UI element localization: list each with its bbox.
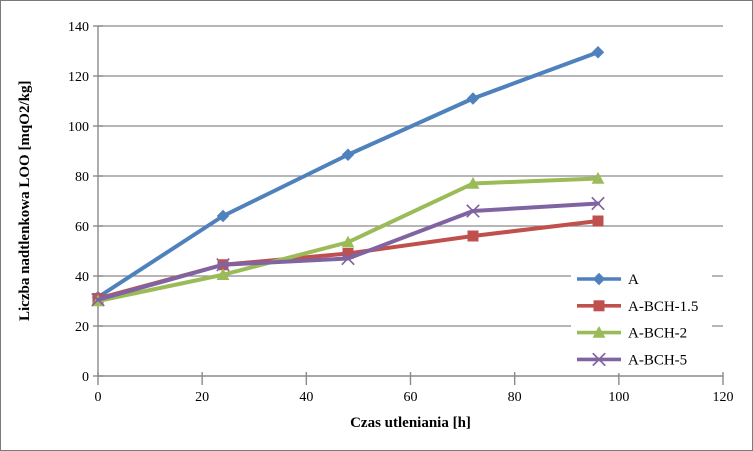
legend-label: A (628, 272, 639, 288)
data-point-marker (591, 46, 605, 59)
data-point-marker (466, 176, 480, 189)
x-tick-label: 80 (508, 390, 522, 405)
data-point-marker (216, 268, 230, 280)
legend-marker-square (593, 300, 605, 312)
x-tick-label: 0 (95, 390, 102, 405)
legend-label: A-BCH-5 (628, 352, 687, 368)
x-tick-label: 40 (299, 390, 313, 405)
x-tick-label: 20 (195, 390, 209, 405)
x-axis-title: Czas utleniania [h] (350, 415, 471, 431)
data-point-marker (466, 204, 480, 218)
y-tick-label: 60 (75, 220, 89, 235)
data-point-marker (592, 215, 604, 227)
y-tick-label: 100 (68, 120, 89, 135)
data-point-marker (591, 171, 605, 184)
data-point-marker (341, 251, 355, 266)
y-tick-label: 20 (75, 320, 89, 335)
y-tick-label: 80 (75, 170, 89, 185)
x-tick-label: 100 (608, 390, 629, 405)
data-point-marker (342, 248, 354, 259)
legend-marker-diamond (592, 272, 606, 286)
data-point-marker (341, 148, 355, 161)
y-tick-label: 0 (82, 370, 89, 385)
data-point-marker (466, 92, 480, 105)
data-point-marker (591, 196, 605, 211)
legend-marker-x (592, 352, 606, 367)
y-axis-title: Liczba nadtlenkowa LOO [mqO2/kg] (17, 80, 33, 322)
legend-label: A-BCH-2 (628, 326, 687, 342)
legend-label: A-BCH-1.5 (628, 299, 698, 315)
data-point-marker (216, 209, 230, 223)
data-point-marker (216, 257, 230, 272)
legend-marker-triangle (592, 326, 606, 338)
y-tick-label: 40 (75, 270, 89, 285)
y-tick-label: 120 (68, 70, 89, 85)
data-point-marker (467, 230, 479, 242)
y-tick-label: 140 (68, 20, 89, 35)
data-point-marker (91, 292, 105, 307)
x-tick-label: 60 (404, 390, 418, 405)
x-tick-label: 120 (713, 390, 734, 405)
data-point-marker (341, 235, 355, 248)
